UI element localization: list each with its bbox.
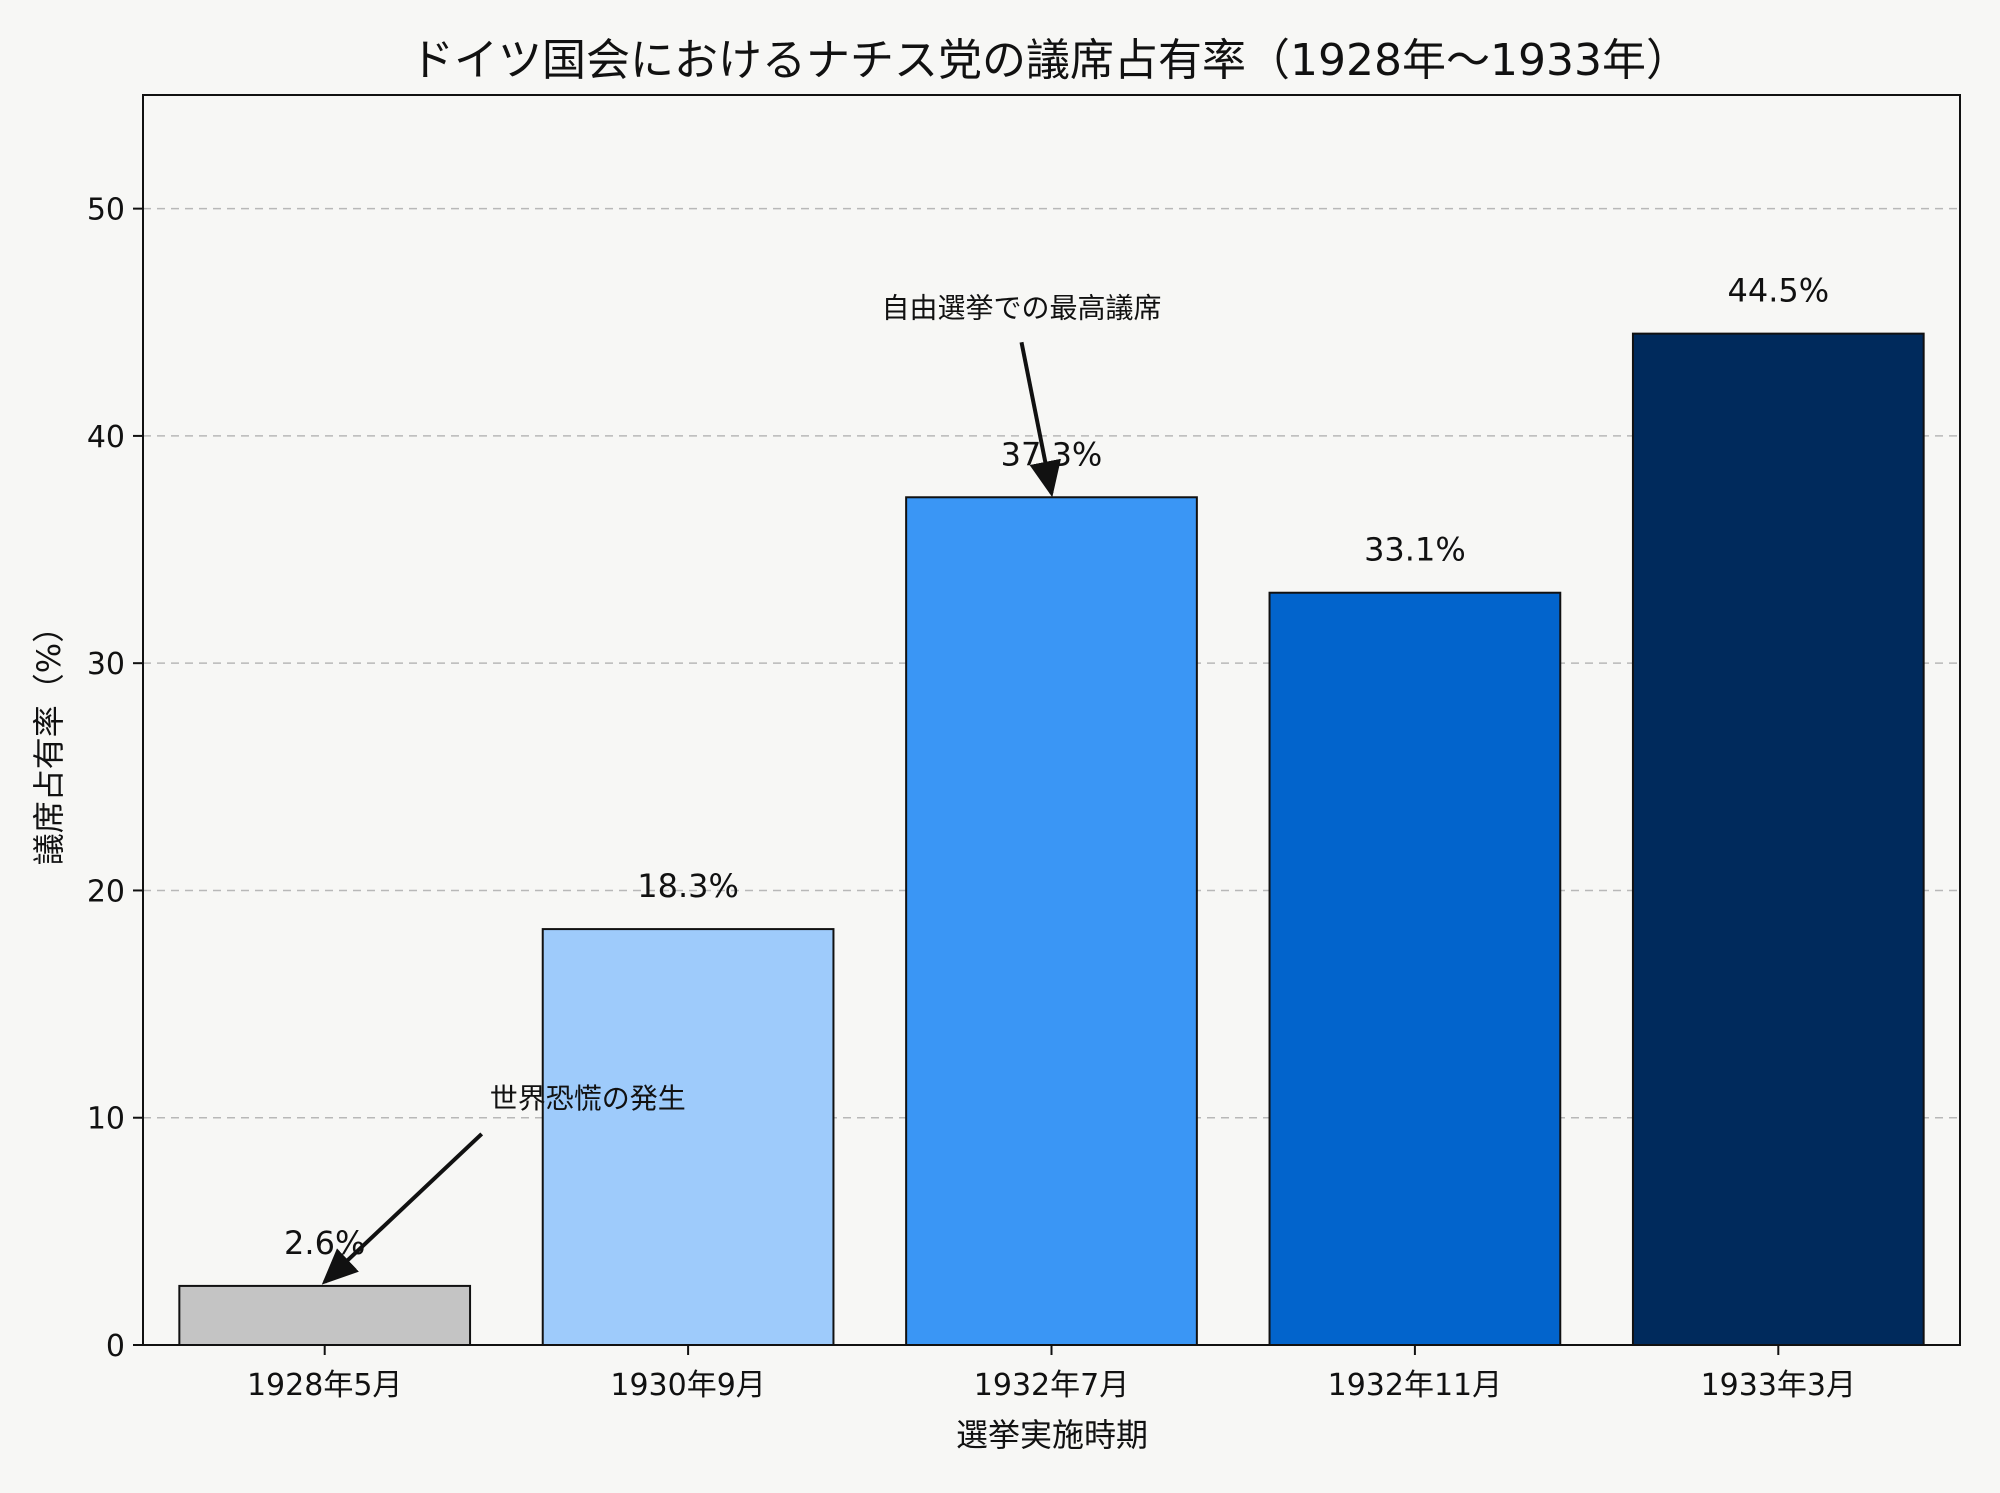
x-tick-label: 1928年5月	[247, 1368, 402, 1403]
y-tick-label: 20	[87, 874, 125, 909]
x-axis-ticks: 1928年5月 1930年9月 1932年7月 1932年11月 1933年3月	[247, 1345, 1856, 1403]
y-tick-label: 40	[87, 420, 125, 455]
x-tick-label: 1930年9月	[610, 1368, 765, 1403]
x-tick-label: 1932年11月	[1328, 1368, 1503, 1403]
bar	[1631, 332, 1925, 1346]
y-tick-label: 30	[87, 647, 125, 682]
y-tick-label: 0	[106, 1329, 125, 1364]
y-tick-label: 50	[87, 193, 125, 228]
bar	[541, 928, 835, 1346]
data-label: 33.1%	[1364, 531, 1466, 569]
annotation-arrow	[321, 1132, 484, 1285]
annotation-text: 世界恐慌の発生	[490, 1082, 686, 1115]
y-tick-label: 10	[87, 1102, 125, 1137]
y-axis-label: 議席占有率（%）	[30, 611, 68, 865]
bars	[178, 332, 1925, 1347]
x-axis-label: 選挙実施時期	[956, 1416, 1148, 1454]
data-labels: 2.6%18.3%37.3%33.1%44.5%	[284, 272, 1829, 1262]
data-label: 44.5%	[1727, 272, 1829, 310]
x-tick-label: 1932年7月	[974, 1368, 1129, 1403]
annotations: 世界恐慌の発生 自由選挙での最高議席	[321, 291, 1162, 1285]
data-label: 18.3%	[637, 867, 739, 905]
annotation-arrow	[1019, 341, 1061, 498]
y-axis-ticks: 0 10 20 30 40 50	[87, 193, 143, 1364]
bar	[1268, 591, 1562, 1346]
x-tick-label: 1933年3月	[1701, 1368, 1856, 1403]
bar	[178, 1284, 472, 1346]
chart-title: ドイツ国会におけるナチス党の議席占有率（1928年〜1933年）	[410, 35, 1690, 86]
bar	[905, 496, 1198, 1347]
annotation-text: 自由選挙での最高議席	[881, 291, 1161, 324]
data-label: 37.3%	[1001, 435, 1103, 473]
